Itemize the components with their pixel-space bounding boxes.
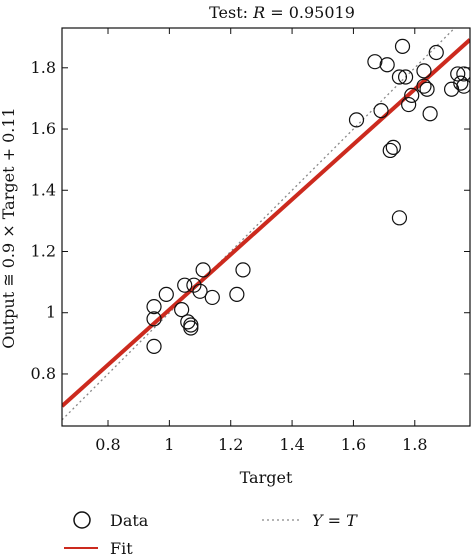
data-point: [382, 142, 398, 159]
data-point: [348, 112, 365, 128]
x-tick-label: 1.4: [279, 435, 304, 454]
y-tick-label: 1: [46, 303, 56, 322]
data-point: [195, 262, 211, 278]
data-point: [177, 277, 193, 293]
legend-data-label: Data: [110, 511, 149, 530]
x-tick-label: 1.2: [218, 435, 243, 454]
data-point: [456, 78, 470, 94]
x-tick-label: 0.8: [95, 435, 120, 454]
data-points: [146, 38, 470, 354]
data-point: [183, 320, 199, 336]
y-axis-ticks: 0.8 1 1.2 1.4 1.6 1.8: [31, 58, 470, 383]
data-point: [422, 106, 438, 122]
data-point: [204, 289, 220, 306]
data-point: [391, 210, 408, 226]
x-tick-label: 1.8: [402, 435, 427, 454]
data-point: [367, 54, 383, 70]
x-tick-label: 1.6: [341, 435, 366, 454]
legend: Data Fit Y = T: [64, 511, 358, 556]
data-point: [146, 299, 162, 315]
data-point: [394, 38, 411, 54]
plot-lines: [62, 28, 470, 421]
data-point: [146, 338, 162, 354]
y-tick-label: 1.4: [31, 180, 56, 199]
data-point: [385, 139, 401, 155]
fit-line: [62, 38, 470, 408]
data-point: [416, 63, 432, 79]
y-axis-label: Output ≅ 0.9 × Target + 0.11: [0, 107, 18, 348]
data-point: [192, 283, 208, 299]
data-point: [158, 286, 174, 302]
data-point: [373, 103, 389, 119]
data-point: [397, 69, 414, 85]
data-point: [456, 66, 470, 82]
legend-data-marker: [73, 511, 91, 529]
data-point: [379, 57, 395, 73]
plot-area-frame: [61, 27, 471, 427]
x-axis-label: Target: [240, 468, 293, 487]
y-tick-label: 0.8: [31, 364, 56, 383]
identity-line: [62, 28, 456, 421]
data-point: [416, 78, 432, 94]
y-tick-label: 1.8: [31, 58, 56, 77]
chart-title: Test: R = 0.95019: [209, 3, 355, 22]
x-tick-label: 1: [164, 435, 174, 454]
data-point: [186, 277, 202, 293]
y-tick-label: 1.6: [31, 119, 56, 138]
data-point: [174, 302, 190, 318]
data-point: [146, 311, 162, 327]
x-axis-ticks: 0.8 1 1.2 1.4 1.6 1.8: [95, 28, 428, 454]
data-point: [450, 66, 466, 82]
legend-identity-label: Y = T: [312, 511, 358, 530]
data-point: [419, 81, 435, 97]
data-point: [235, 262, 251, 278]
legend-fit-label: Fit: [110, 539, 133, 556]
data-point: [404, 87, 420, 103]
y-tick-label: 1.2: [31, 241, 56, 260]
data-point: [391, 69, 408, 85]
data-point: [453, 75, 469, 91]
data-point: [183, 317, 199, 333]
data-point: [229, 286, 245, 302]
data-point: [428, 44, 444, 61]
data-point: [401, 96, 417, 113]
